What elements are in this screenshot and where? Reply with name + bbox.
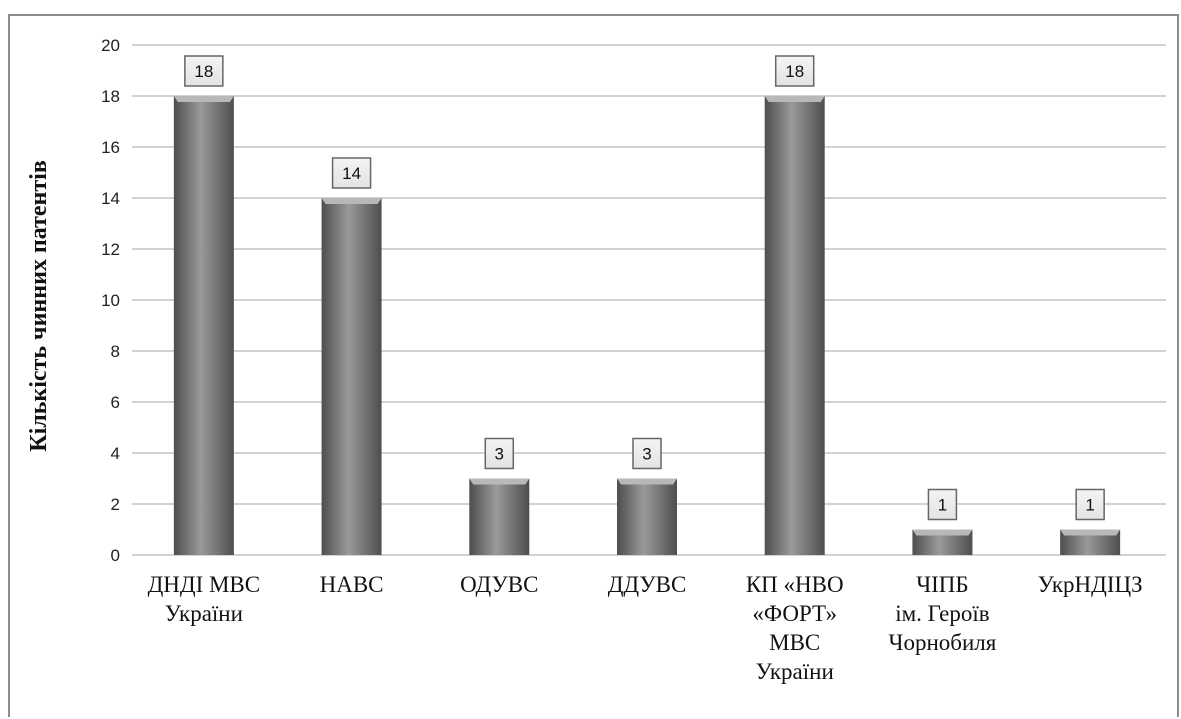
data-label: 1 (927, 488, 958, 521)
bar-top-bevel (469, 478, 530, 485)
y-tick-label: 14 (101, 189, 120, 208)
data-labels: 18 14 3 3 18 1 1 (184, 55, 1105, 521)
bar-top-bevel (912, 529, 973, 536)
bars (173, 96, 1121, 555)
y-tick-label: 16 (101, 138, 120, 157)
data-label-value: 3 (495, 445, 504, 464)
data-label-value: 1 (1085, 496, 1094, 515)
category-label: ДДУВС (608, 572, 687, 597)
data-label: 3 (632, 437, 662, 470)
category-label: ДНДІ МВС України (148, 572, 261, 626)
data-label-box (331, 157, 372, 189)
bar-body (173, 96, 234, 555)
data-label-box (1075, 488, 1105, 521)
data-label-value: 1 (938, 496, 947, 515)
y-tick-labels: 0 2 4 6 8 10 12 14 16 18 20 (101, 36, 120, 565)
category-label: ЧІПБ ім. Героїв Чорнобиля (889, 572, 997, 655)
y-tick-label: 12 (101, 240, 120, 259)
bar-6 (912, 529, 973, 555)
bar-7 (1060, 529, 1121, 555)
bar-4 (617, 478, 677, 555)
y-tick-label: 20 (101, 36, 120, 55)
data-label: 18 (184, 55, 224, 87)
data-label-box (632, 437, 662, 470)
data-label-box (484, 437, 515, 470)
category-label: УкрНДІЦЗ (1038, 572, 1143, 597)
bar-body (617, 478, 677, 555)
bar-top-bevel (617, 478, 677, 485)
bar-top-bevel (321, 198, 382, 204)
y-tick-label: 6 (111, 393, 120, 412)
category-label: ОДУВС (460, 572, 538, 597)
y-tick-label: 8 (111, 342, 120, 361)
category-label: КП «НВО «ФОРТ» МВС України (746, 572, 844, 684)
y-axis-label: Кількість чинних патентів (26, 160, 52, 452)
bar-3 (469, 478, 530, 555)
bar-top-bevel (1060, 529, 1121, 536)
bar-body (321, 198, 382, 555)
bar-body (764, 96, 825, 555)
bar-body (469, 478, 530, 555)
data-label-value: 14 (342, 164, 361, 183)
data-label: 14 (331, 157, 372, 189)
category-label: НАВС (320, 572, 384, 597)
category-labels: ДНДІ МВС України НАВС ОДУВС ДДУВС КП «НВО «ФОР… (148, 572, 1143, 684)
bar-top-bevel (173, 96, 234, 102)
data-label-value: 18 (194, 62, 213, 81)
bar-2 (321, 198, 382, 555)
bar-top-bevel (764, 96, 825, 102)
data-label: 3 (484, 437, 515, 470)
y-tick-label: 4 (111, 444, 120, 463)
bar-chart: 0 2 4 6 8 10 12 14 16 18 20 18 14 3 3 18 1 1 ДНДІ МВС Укр… (26, 36, 1166, 684)
y-tick-label: 0 (111, 546, 120, 565)
grid-lines (132, 44, 1166, 556)
y-tick-label: 2 (111, 495, 120, 514)
data-label-box (927, 488, 958, 521)
data-label-value: 3 (642, 445, 651, 464)
data-label: 1 (1075, 488, 1105, 521)
chart-frame: 0 2 4 6 8 10 12 14 16 18 20 18 14 3 3 18 1 1 ДНДІ МВС Укр… (8, 14, 1179, 717)
bar-1 (173, 96, 234, 555)
bar-5 (764, 96, 825, 555)
y-tick-label: 18 (101, 87, 120, 106)
data-label: 18 (774, 55, 815, 87)
y-tick-label: 10 (101, 291, 120, 310)
data-label-box (774, 55, 815, 87)
data-label-value: 18 (785, 62, 804, 81)
data-label-box (184, 55, 224, 87)
